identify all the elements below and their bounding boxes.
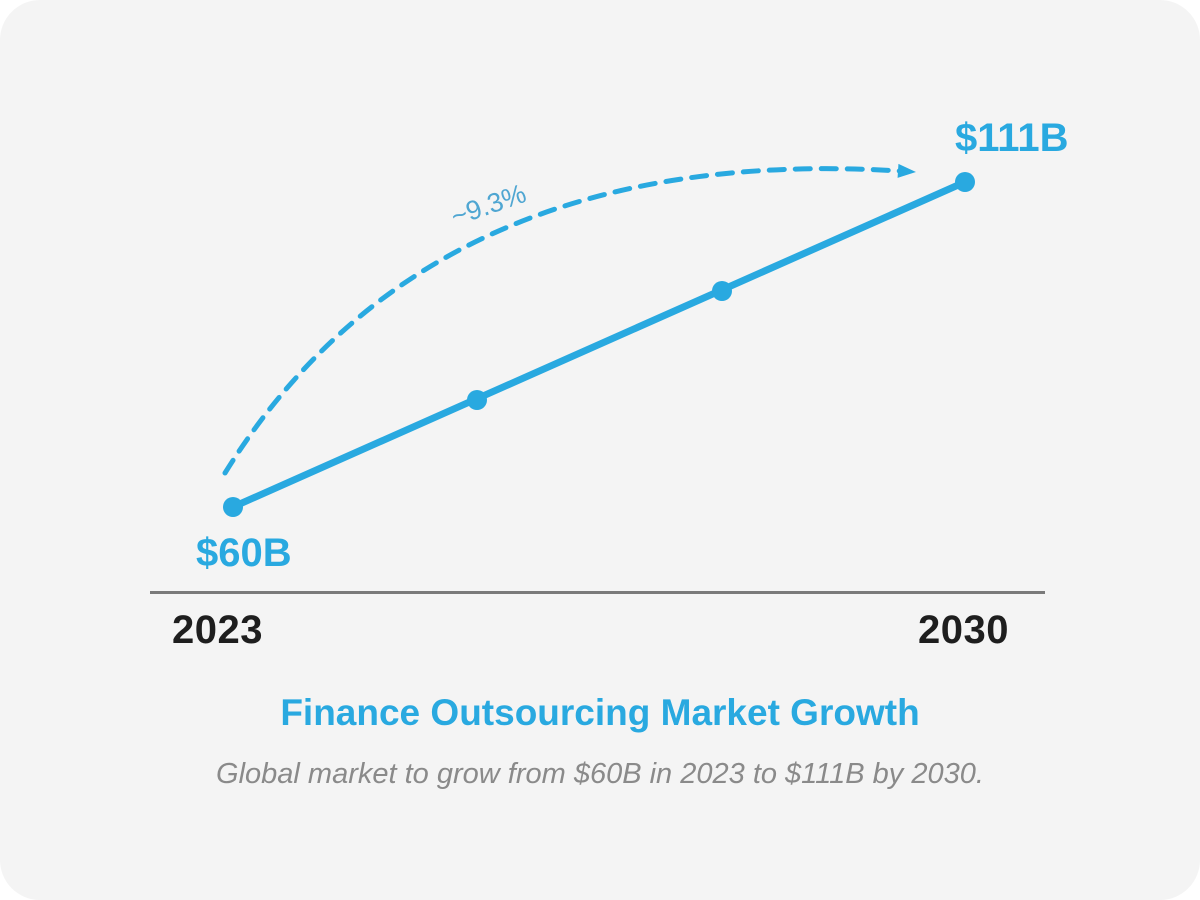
end-value-label: $111B [955,116,1069,160]
start-value-label: $60B [196,531,292,575]
growth-dashed-arc [222,163,916,476]
chart-subtitle: Global market to grow from $60B in 2023 … [216,758,984,790]
data-point-2030 [955,172,975,192]
chart-title: Finance Outsourcing Market Growth [280,692,920,733]
year-end-label: 2030 [918,608,1009,652]
market-trend-line [229,178,969,511]
data-point-mid-1 [467,390,487,410]
data-point-2023 [223,497,243,517]
x-axis-line [150,591,1045,594]
data-point-mid-2 [712,281,732,301]
year-start-label: 2023 [172,608,263,652]
